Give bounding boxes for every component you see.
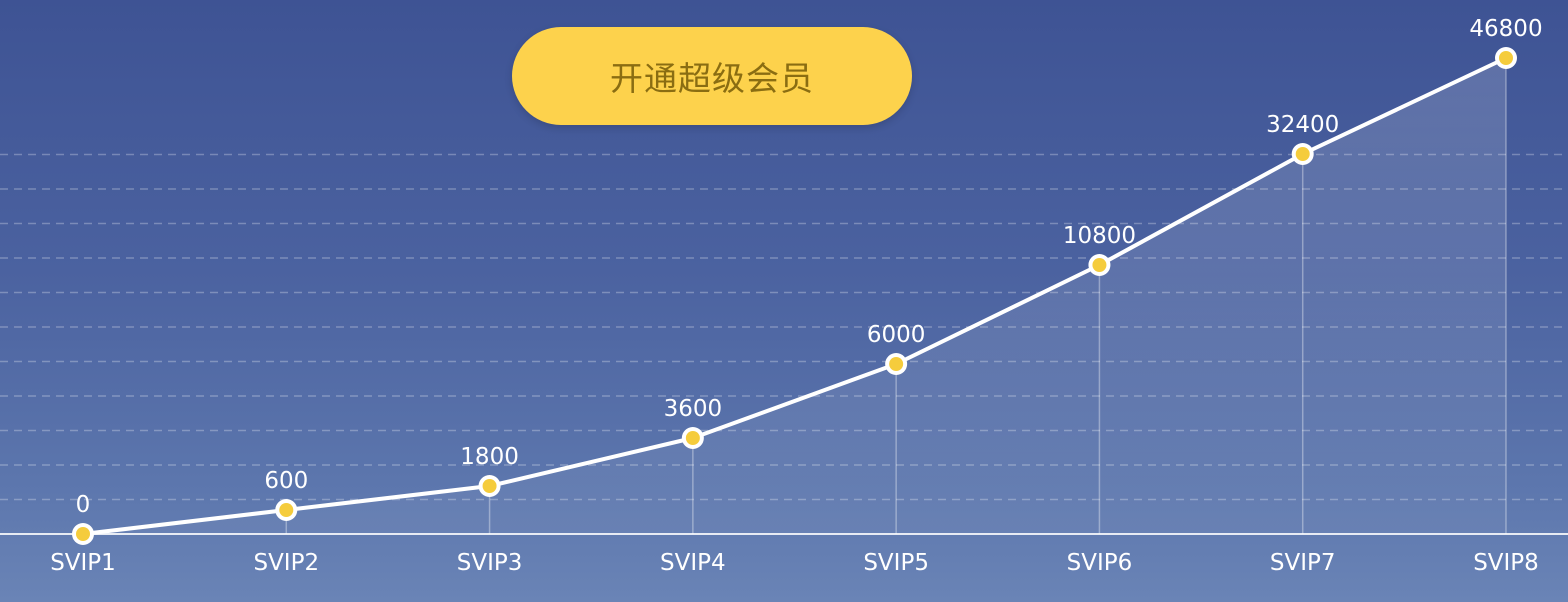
data-point-svip3 <box>478 475 501 497</box>
data-point-svip4 <box>681 427 704 449</box>
series-line <box>81 56 1508 536</box>
data-label-svip5: 6000 <box>867 322 926 348</box>
x-tick-labels: SVIP1 SVIP2 SVIP3 SVIP4 SVIP5 SVIP6 SVIP7 SVIP8 <box>50 550 1539 576</box>
data-label-svip3: 1800 <box>460 444 519 470</box>
open-super-vip-button[interactable]: 开通超级会员 <box>512 27 912 125</box>
x-tick-svip5: SVIP5 <box>863 550 929 576</box>
data-point-svip5 <box>885 353 908 375</box>
data-point-svip8 <box>1495 47 1517 69</box>
x-tick-svip4: SVIP4 <box>660 550 726 576</box>
data-labels: 0 600 1800 3600 6000 10800 32400 46800 <box>76 16 1543 518</box>
x-tick-svip3: SVIP3 <box>457 550 523 576</box>
data-label-svip1: 0 <box>76 492 91 518</box>
data-label-svip6: 10800 <box>1063 223 1136 249</box>
x-tick-svip1: SVIP1 <box>50 550 116 576</box>
x-tick-svip8: SVIP8 <box>1473 550 1539 576</box>
data-point-svip6 <box>1088 254 1111 276</box>
x-tick-svip6: SVIP6 <box>1067 550 1133 576</box>
data-point-svip7 <box>1291 143 1314 165</box>
data-label-svip8: 46800 <box>1469 16 1542 42</box>
data-label-svip2: 600 <box>264 468 308 494</box>
data-point-svip2 <box>275 499 298 521</box>
x-tick-svip7: SVIP7 <box>1270 550 1336 576</box>
data-label-svip4: 3600 <box>664 396 723 422</box>
drop-lines <box>285 58 1507 534</box>
data-points <box>72 47 1517 545</box>
data-label-svip7: 32400 <box>1266 112 1339 138</box>
area-fill <box>83 58 1506 534</box>
data-point-svip1 <box>72 523 94 545</box>
x-tick-svip2: SVIP2 <box>253 550 319 576</box>
